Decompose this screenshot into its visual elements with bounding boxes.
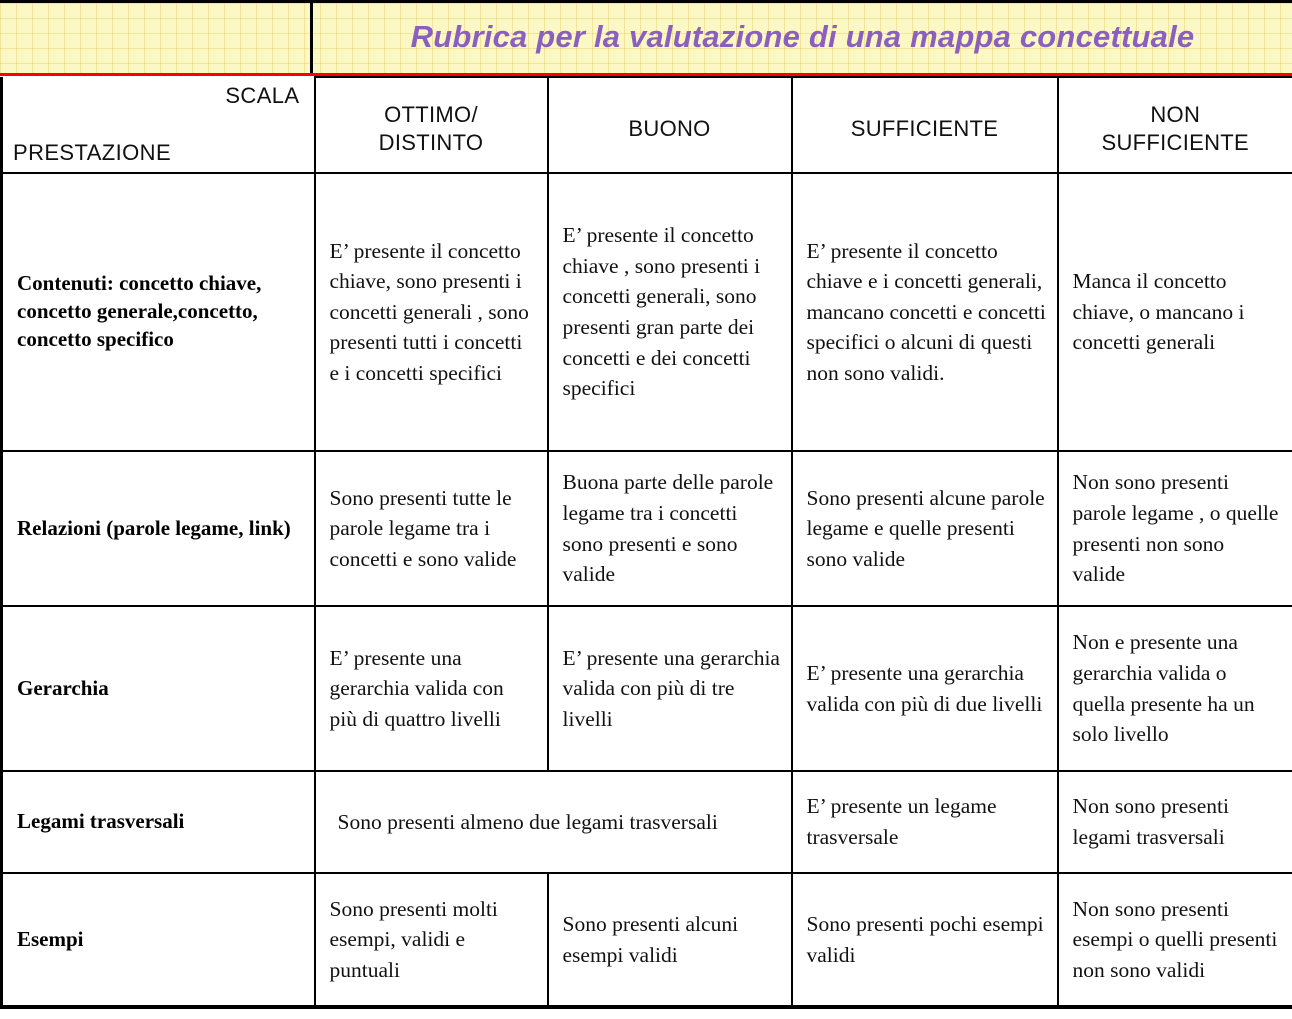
cell-contenuti-ottimo: E’ presente il concetto chiave, sono pre… bbox=[313, 172, 549, 452]
rubric-table: SCALA PRESTAZIONE OTTIMO/ DISTINTO BUONO… bbox=[0, 76, 1292, 1009]
table-row-esempi: Esempi Sono presenti molti esempi, valid… bbox=[0, 872, 1292, 1008]
row-label-legami-trasversali: Legami trasversali bbox=[0, 770, 316, 874]
cell-gerarchia-non-sufficiente: Non e presente una gerarchia valida o qu… bbox=[1056, 605, 1292, 772]
title-banner: Rubrica per la valutazione di una mappa … bbox=[0, 0, 1292, 76]
page-title: Rubrica per la valutazione di una mappa … bbox=[410, 19, 1195, 54]
cell-relazioni-sufficiente: Sono presenti alcune parole legame e que… bbox=[790, 450, 1059, 607]
cell-legami-non-sufficiente: Non sono presenti legami trasversali bbox=[1056, 770, 1292, 874]
column-header-buono-line1: BUONO bbox=[628, 115, 711, 141]
column-header-non-sufficiente-line2: SUFFICIENTE bbox=[1101, 130, 1250, 155]
cell-relazioni-buono: Buona parte delle parole legame tra i co… bbox=[546, 450, 793, 607]
cell-gerarchia-sufficiente: E’ presente una gerarchia valida con più… bbox=[790, 605, 1059, 772]
cell-esempi-non-sufficiente: Non sono presenti esempi o quelli presen… bbox=[1056, 872, 1292, 1008]
cell-esempi-sufficiente: Sono presenti pochi esempi validi bbox=[790, 872, 1059, 1008]
column-header-buono: BUONO bbox=[546, 76, 793, 174]
title-banner-left-spacer bbox=[0, 3, 313, 73]
cell-contenuti-sufficiente: E’ presente il concetto chiave e i conce… bbox=[790, 172, 1059, 452]
table-row-contenuti: Contenuti: concetto chiave, concetto gen… bbox=[0, 172, 1292, 452]
cell-legami-ottimo-buono-merged: Sono presenti almeno due legami trasvers… bbox=[313, 770, 793, 874]
scale-axis-label: SCALA bbox=[225, 83, 300, 108]
row-label-contenuti: Contenuti: concetto chiave, concetto gen… bbox=[0, 172, 316, 452]
table-row-relazioni: Relazioni (parole legame, link) Sono pre… bbox=[0, 450, 1292, 607]
row-label-esempi: Esempi bbox=[0, 872, 316, 1008]
column-header-sufficiente-line1: SUFFICIENTE bbox=[850, 115, 999, 141]
column-header-ottimo: OTTIMO/ DISTINTO bbox=[313, 76, 549, 174]
cell-esempi-ottimo: Sono presenti molti esempi, validi e pun… bbox=[313, 872, 549, 1008]
cell-relazioni-non-sufficiente: Non sono presenti parole legame , o quel… bbox=[1056, 450, 1292, 607]
table-header-row: SCALA PRESTAZIONE OTTIMO/ DISTINTO BUONO… bbox=[0, 76, 1292, 174]
table-row-legami-trasversali: Legami trasversali Sono presenti almeno … bbox=[0, 770, 1292, 874]
cell-gerarchia-buono: E’ presente una gerarchia valida con più… bbox=[546, 605, 793, 772]
column-header-non-sufficiente-line1: NON bbox=[1150, 101, 1201, 127]
column-header-non-sufficiente: NON SUFFICIENTE bbox=[1056, 76, 1292, 174]
column-header-sufficiente: SUFFICIENTE bbox=[790, 76, 1059, 174]
row-label-gerarchia: Gerarchia bbox=[0, 605, 316, 772]
column-header-ottimo-line2: DISTINTO bbox=[378, 130, 484, 155]
corner-header-cell: SCALA PRESTAZIONE bbox=[0, 77, 316, 174]
performance-axis-label: PRESTAZIONE bbox=[13, 140, 172, 165]
cell-relazioni-ottimo: Sono presenti tutte le parole legame tra… bbox=[313, 450, 549, 607]
cell-legami-sufficiente: E’ presente un legame trasversale bbox=[790, 770, 1059, 874]
title-banner-right: Rubrica per la valutazione di una mappa … bbox=[313, 3, 1292, 73]
column-header-ottimo-line1: OTTIMO/ bbox=[384, 101, 478, 127]
table-row-gerarchia: Gerarchia E’ presente una gerarchia vali… bbox=[0, 605, 1292, 772]
cell-esempi-buono: Sono presenti alcuni esempi validi bbox=[546, 872, 793, 1008]
cell-contenuti-non-sufficiente: Manca il concetto chiave, o mancano i co… bbox=[1056, 172, 1292, 452]
row-label-relazioni: Relazioni (parole legame, link) bbox=[0, 450, 316, 607]
cell-contenuti-buono: E’ presente il concetto chiave , sono pr… bbox=[546, 172, 793, 452]
cell-gerarchia-ottimo: E’ presente una gerarchia valida con più… bbox=[313, 605, 549, 772]
